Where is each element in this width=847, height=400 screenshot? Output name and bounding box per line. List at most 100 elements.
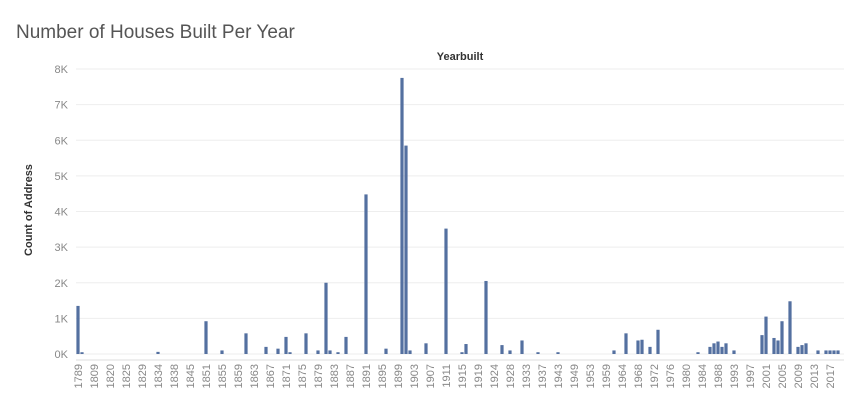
- y-tick-label: 1K: [55, 313, 69, 325]
- y-tick-label: 0K: [55, 349, 69, 361]
- bar: [636, 340, 640, 354]
- bar: [816, 350, 820, 354]
- bar: [712, 343, 716, 354]
- bar: [824, 350, 828, 354]
- x-tick-label: 1968: [633, 364, 645, 388]
- bar: [400, 77, 404, 354]
- x-tick-label: 1820: [105, 364, 117, 388]
- bar: [716, 341, 720, 354]
- x-tick-label: 1937: [537, 364, 549, 388]
- bar: [264, 346, 268, 354]
- x-tick-label: 2009: [793, 364, 805, 388]
- x-tick-label: 1859: [233, 364, 245, 388]
- x-tick-label: 1993: [729, 364, 741, 388]
- y-tick-label: 6K: [55, 135, 69, 147]
- bar: [648, 346, 652, 354]
- bar: [800, 345, 804, 354]
- bar: [464, 344, 468, 354]
- bar: [832, 350, 836, 354]
- x-tick-label: 1915: [457, 364, 469, 388]
- bar: [204, 321, 208, 354]
- bar: [156, 351, 160, 354]
- bar: [720, 346, 724, 354]
- bar: [288, 352, 292, 354]
- x-tick-label: 1953: [585, 364, 597, 388]
- bar: [796, 346, 800, 354]
- x-tick-label: 1988: [713, 364, 725, 388]
- x-tick-label: 1928: [505, 364, 517, 388]
- y-axis-title: Count of Address: [23, 164, 35, 256]
- x-tick-label: 1838: [169, 364, 181, 388]
- x-tick-label: 1899: [393, 364, 405, 388]
- x-tick-label: 1976: [665, 364, 677, 388]
- x-tick-label: 1871: [281, 364, 293, 388]
- x-tick-label: 1879: [313, 364, 325, 388]
- bar: [220, 350, 224, 354]
- y-tick-label: 2K: [55, 278, 69, 290]
- bar: [284, 336, 288, 354]
- y-tick-label: 5K: [55, 171, 69, 183]
- bar: [828, 350, 832, 354]
- bar: [344, 336, 348, 354]
- x-tick-label: 1997: [745, 364, 757, 388]
- x-tick-label: 1825: [121, 364, 133, 388]
- bar: [764, 316, 768, 354]
- bar: [556, 352, 560, 354]
- x-tick-label: 1964: [617, 364, 629, 388]
- bar: [732, 350, 736, 354]
- x-tick-label: 1834: [153, 364, 165, 388]
- x-tick-label: 1903: [409, 364, 421, 388]
- x-tick-label: 1959: [601, 364, 613, 388]
- bar: [520, 340, 524, 354]
- x-tick-label: 1883: [329, 364, 341, 388]
- bar: [772, 337, 776, 354]
- x-tick-label: 1980: [681, 364, 693, 388]
- x-tick-label: 1845: [185, 364, 197, 388]
- bar: [760, 335, 764, 354]
- bar: [500, 345, 504, 354]
- x-tick-label: 1863: [249, 364, 261, 388]
- bar: [408, 350, 412, 354]
- y-tick-label: 7K: [55, 100, 69, 112]
- x-tick-label: 1984: [697, 364, 709, 388]
- x-tick-label: 1809: [89, 364, 101, 388]
- bar: [404, 145, 408, 354]
- bar: [656, 329, 660, 354]
- bar: [776, 340, 780, 354]
- bar: [328, 350, 332, 354]
- bar: [276, 348, 280, 354]
- bar: [640, 339, 644, 354]
- x-tick-label: 1943: [553, 364, 565, 388]
- bar: [304, 333, 308, 354]
- x-tick-label: 1855: [217, 364, 229, 388]
- x-tick-label: 1924: [489, 364, 501, 388]
- x-tick-label: 1789: [73, 364, 85, 388]
- bar: [316, 350, 320, 354]
- y-tick-label: 4K: [55, 207, 69, 219]
- x-tick-label: 2005: [777, 364, 789, 388]
- x-tick-label: 1972: [649, 364, 661, 388]
- x-tick-label: 1933: [521, 364, 533, 388]
- bar: [384, 348, 388, 354]
- bar: [696, 352, 700, 354]
- x-tick-label: 1895: [377, 364, 389, 388]
- bar: [788, 301, 792, 354]
- x-tick-label: 1867: [265, 364, 277, 388]
- chart-title: Number of Houses Built Per Year: [16, 22, 295, 43]
- bar: [324, 282, 328, 354]
- bar: [336, 352, 340, 354]
- x-tick-label: 2013: [809, 364, 821, 388]
- bar: [444, 228, 448, 354]
- bar: [724, 343, 728, 354]
- x-tick-label: 1851: [201, 364, 213, 388]
- bar: [80, 352, 84, 354]
- y-tick-label: 3K: [55, 242, 69, 254]
- bar: [76, 305, 80, 354]
- bar: [708, 346, 712, 354]
- bar: [364, 194, 368, 354]
- x-tick-label: 1919: [473, 364, 485, 388]
- bar: [536, 352, 540, 354]
- bar: [244, 333, 248, 354]
- x-tick-label: 1887: [345, 364, 357, 388]
